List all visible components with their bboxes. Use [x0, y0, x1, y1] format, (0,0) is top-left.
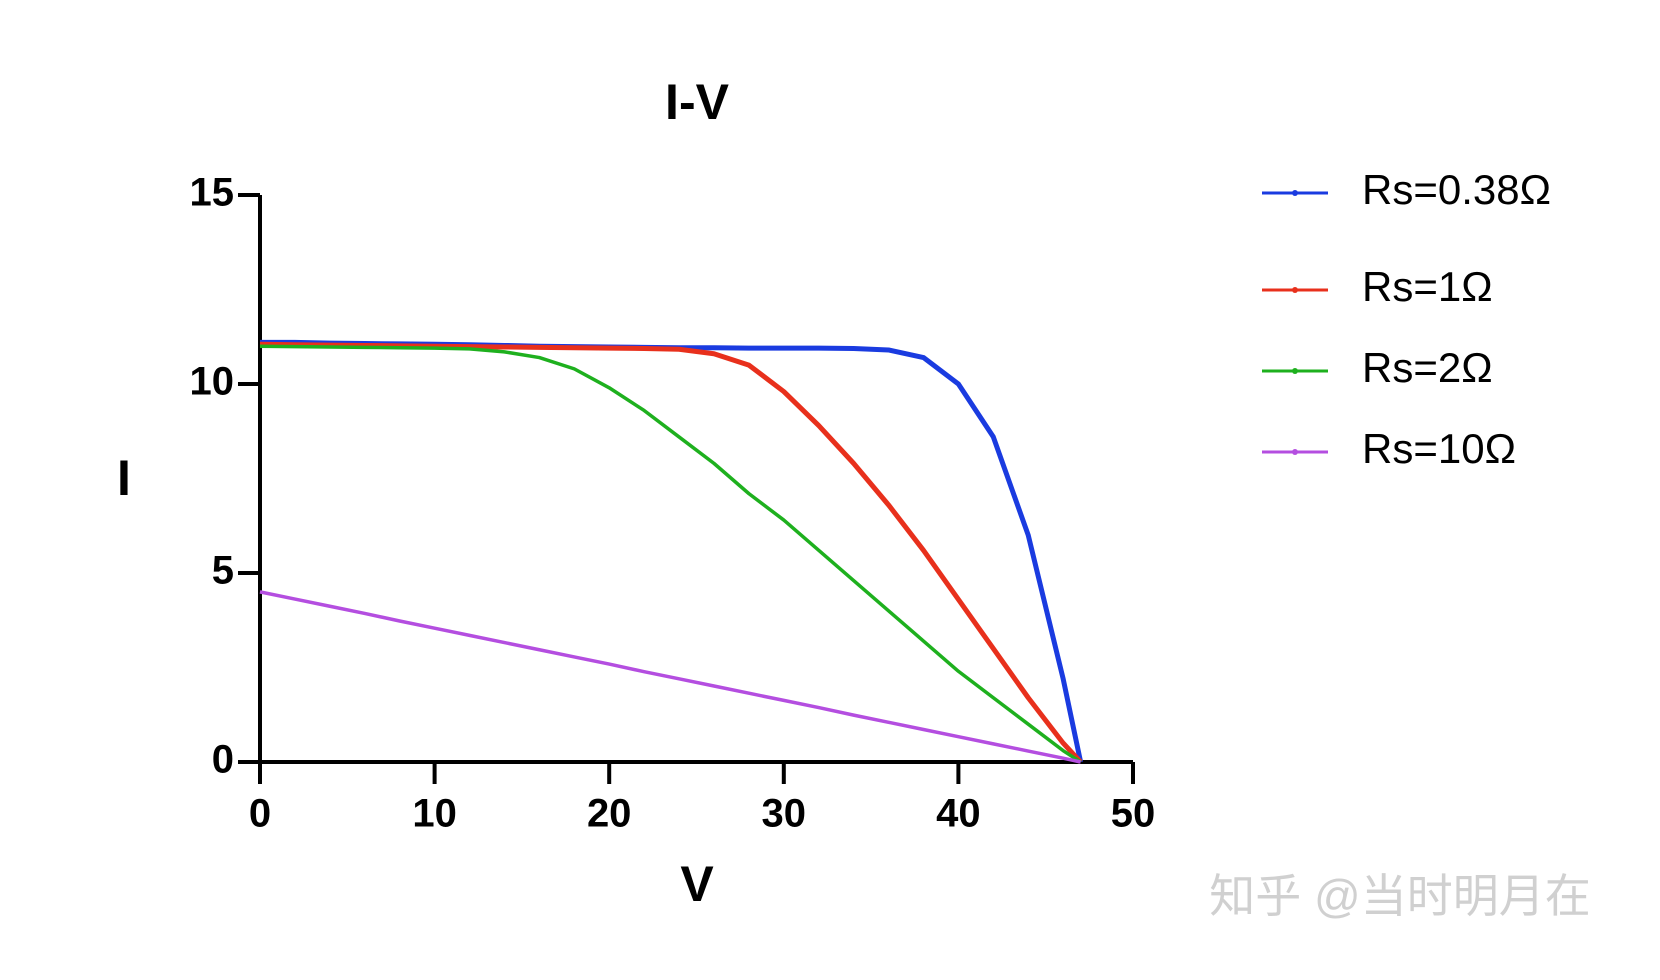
series-line: [259, 344, 1082, 764]
legend-marker: [1292, 287, 1298, 293]
y-axis-label: I: [117, 450, 131, 506]
legend-label: Rs=0.38Ω: [1362, 166, 1551, 213]
legend-marker: [1292, 368, 1298, 374]
x-tick-label: 40: [936, 792, 981, 836]
y-tick-label: 15: [190, 171, 235, 215]
x-tick-label: 0: [249, 792, 271, 836]
chart-title: I-V: [665, 74, 730, 130]
series-line: [260, 339, 1084, 763]
legend-marker: [1292, 449, 1298, 455]
y-tick-label: 0: [212, 738, 234, 782]
x-tick-label: 50: [1111, 792, 1156, 836]
series-line: [259, 590, 1081, 764]
x-tick-label: 10: [412, 792, 457, 836]
x-tick-label: 30: [762, 792, 807, 836]
x-axis-label: V: [680, 856, 714, 912]
y-tick-label: 5: [212, 549, 234, 593]
legend-label: Rs=2Ω: [1362, 344, 1493, 391]
series-line: [259, 341, 1083, 764]
watermark: 知乎 @当时明月在: [1209, 870, 1590, 922]
x-tick-label: 20: [587, 792, 632, 836]
legend-marker: [1292, 190, 1298, 196]
y-tick-label: 10: [190, 360, 235, 404]
legend-label: Rs=1Ω: [1362, 263, 1493, 310]
legend-label: Rs=10Ω: [1362, 425, 1516, 472]
